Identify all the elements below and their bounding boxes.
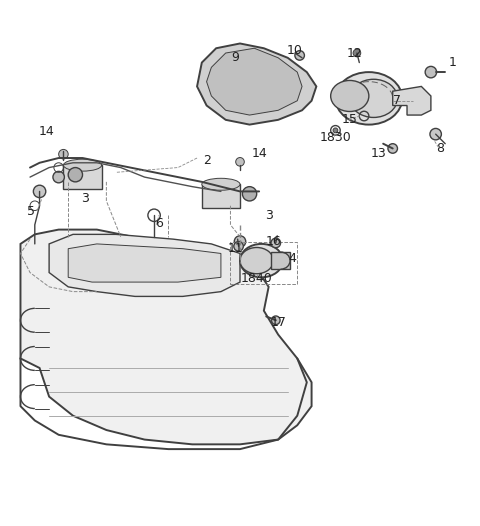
Circle shape	[68, 168, 83, 182]
Circle shape	[430, 128, 442, 140]
Text: 6: 6	[155, 217, 163, 230]
Ellipse shape	[336, 72, 402, 125]
Ellipse shape	[331, 80, 369, 112]
Text: 13: 13	[371, 147, 386, 160]
Ellipse shape	[63, 159, 102, 171]
Circle shape	[59, 149, 68, 159]
Polygon shape	[206, 48, 302, 115]
Polygon shape	[393, 86, 431, 115]
Bar	[202, 184, 240, 208]
Circle shape	[234, 241, 243, 251]
Text: 15: 15	[342, 113, 358, 126]
Circle shape	[34, 185, 46, 198]
Ellipse shape	[202, 178, 240, 190]
Text: 10: 10	[287, 44, 303, 57]
Bar	[63, 165, 102, 189]
Ellipse shape	[350, 79, 397, 117]
Text: 4: 4	[288, 252, 297, 265]
Polygon shape	[68, 244, 221, 282]
Text: 3: 3	[81, 192, 89, 205]
Circle shape	[271, 238, 281, 248]
Text: 8: 8	[436, 142, 444, 155]
Bar	[271, 252, 290, 269]
Text: 3: 3	[264, 209, 273, 222]
Text: 7: 7	[394, 94, 401, 107]
Text: 1840: 1840	[241, 272, 273, 285]
Circle shape	[333, 128, 338, 133]
Text: 1830: 1830	[320, 132, 351, 145]
Circle shape	[53, 171, 64, 183]
Text: 9: 9	[231, 52, 239, 64]
Text: 2: 2	[203, 154, 211, 167]
Circle shape	[425, 66, 437, 78]
Circle shape	[353, 49, 361, 57]
Polygon shape	[49, 235, 240, 297]
Circle shape	[331, 126, 340, 135]
Polygon shape	[197, 44, 316, 125]
Circle shape	[388, 144, 397, 153]
Text: 11: 11	[228, 242, 243, 255]
Polygon shape	[21, 229, 312, 444]
Text: 16: 16	[265, 235, 281, 248]
Text: 5: 5	[27, 205, 35, 218]
Bar	[230, 241, 297, 285]
Text: 12: 12	[347, 46, 362, 59]
Circle shape	[295, 50, 304, 60]
Circle shape	[234, 236, 246, 247]
Circle shape	[236, 157, 244, 166]
Text: 1: 1	[448, 56, 456, 69]
Circle shape	[272, 316, 280, 325]
Circle shape	[242, 187, 257, 201]
Ellipse shape	[240, 244, 283, 277]
Text: 14: 14	[251, 147, 267, 160]
Ellipse shape	[240, 248, 274, 274]
Text: 17: 17	[270, 316, 286, 329]
Text: 14: 14	[39, 125, 55, 138]
